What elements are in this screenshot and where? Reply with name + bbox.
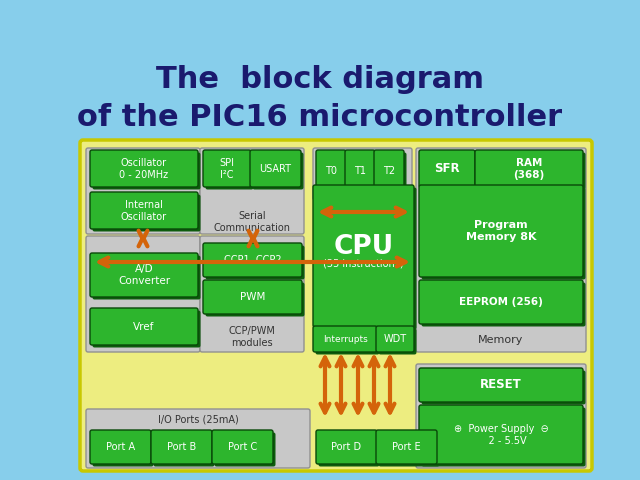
Text: Oscillator
0 - 20MHz: Oscillator 0 - 20MHz	[120, 157, 168, 180]
Text: Port B: Port B	[167, 442, 196, 452]
FancyBboxPatch shape	[151, 430, 212, 464]
FancyBboxPatch shape	[93, 194, 200, 231]
FancyBboxPatch shape	[203, 243, 302, 277]
FancyBboxPatch shape	[313, 185, 414, 327]
FancyBboxPatch shape	[316, 328, 380, 355]
Text: EEPROM (256): EEPROM (256)	[459, 297, 543, 307]
Text: T2: T2	[383, 166, 395, 176]
FancyBboxPatch shape	[205, 153, 253, 190]
Text: CCP1, CCP2: CCP1, CCP2	[224, 255, 282, 265]
FancyBboxPatch shape	[422, 371, 586, 405]
FancyBboxPatch shape	[90, 308, 198, 345]
Text: of the PIC16 microcontroller: of the PIC16 microcontroller	[77, 104, 563, 132]
Text: Interrupts: Interrupts	[323, 335, 367, 344]
FancyBboxPatch shape	[319, 432, 380, 467]
FancyBboxPatch shape	[200, 236, 304, 352]
Text: Internal
Oscillator: Internal Oscillator	[121, 200, 167, 221]
FancyBboxPatch shape	[419, 280, 583, 324]
FancyBboxPatch shape	[90, 150, 198, 187]
FancyBboxPatch shape	[345, 150, 375, 192]
FancyBboxPatch shape	[374, 150, 404, 192]
FancyBboxPatch shape	[419, 368, 583, 402]
FancyBboxPatch shape	[214, 432, 275, 467]
Text: SFR: SFR	[434, 162, 460, 175]
Text: T1: T1	[354, 166, 366, 176]
FancyBboxPatch shape	[93, 311, 200, 348]
FancyBboxPatch shape	[376, 430, 437, 464]
FancyBboxPatch shape	[93, 432, 154, 467]
FancyBboxPatch shape	[90, 253, 198, 297]
Text: RAM
(368): RAM (368)	[513, 157, 545, 180]
FancyBboxPatch shape	[419, 405, 583, 464]
FancyBboxPatch shape	[203, 280, 302, 314]
Text: WDT: WDT	[383, 334, 406, 344]
FancyBboxPatch shape	[422, 283, 586, 326]
FancyBboxPatch shape	[376, 326, 414, 352]
Text: Port E: Port E	[392, 442, 421, 452]
Text: CCP/PWM
modules: CCP/PWM modules	[228, 326, 275, 348]
Text: ⊕  Power Supply  ⊖
    2 - 5.5V: ⊕ Power Supply ⊖ 2 - 5.5V	[454, 423, 548, 445]
Text: USART: USART	[259, 164, 291, 173]
FancyBboxPatch shape	[348, 153, 378, 194]
FancyBboxPatch shape	[200, 148, 304, 234]
FancyBboxPatch shape	[422, 153, 477, 190]
Text: (35 instructions): (35 instructions)	[323, 259, 404, 269]
FancyBboxPatch shape	[313, 148, 412, 200]
FancyBboxPatch shape	[477, 153, 586, 190]
FancyBboxPatch shape	[378, 432, 440, 467]
FancyBboxPatch shape	[93, 255, 200, 300]
Text: SPI
I²C: SPI I²C	[220, 157, 234, 180]
FancyBboxPatch shape	[86, 148, 200, 234]
FancyBboxPatch shape	[86, 409, 310, 468]
FancyBboxPatch shape	[316, 188, 417, 329]
Text: The  block diagram: The block diagram	[156, 65, 484, 95]
FancyBboxPatch shape	[316, 430, 377, 464]
Text: Vref: Vref	[133, 322, 155, 332]
FancyBboxPatch shape	[203, 150, 251, 187]
Text: Memory: Memory	[478, 335, 524, 345]
FancyBboxPatch shape	[154, 432, 214, 467]
FancyBboxPatch shape	[475, 150, 583, 187]
Text: Port C: Port C	[228, 442, 257, 452]
Text: Serial
Communication: Serial Communication	[214, 211, 291, 233]
Text: Timers: Timers	[346, 184, 379, 194]
FancyBboxPatch shape	[80, 140, 592, 471]
FancyBboxPatch shape	[205, 245, 305, 279]
FancyBboxPatch shape	[205, 283, 305, 316]
FancyBboxPatch shape	[319, 153, 349, 194]
FancyBboxPatch shape	[416, 148, 586, 352]
Text: Port A: Port A	[106, 442, 135, 452]
FancyBboxPatch shape	[86, 236, 200, 352]
FancyBboxPatch shape	[416, 364, 586, 468]
FancyBboxPatch shape	[419, 185, 583, 277]
FancyBboxPatch shape	[419, 150, 475, 187]
Text: CPU: CPU	[333, 234, 394, 260]
Text: I/O Ports (25mA): I/O Ports (25mA)	[157, 415, 238, 425]
Text: RESET: RESET	[480, 379, 522, 392]
FancyBboxPatch shape	[378, 328, 417, 355]
FancyBboxPatch shape	[422, 188, 586, 279]
FancyBboxPatch shape	[93, 153, 200, 190]
Text: A/D
Converter: A/D Converter	[118, 264, 170, 286]
FancyBboxPatch shape	[90, 192, 198, 229]
FancyBboxPatch shape	[376, 153, 406, 194]
Text: Program
Memory 8K: Program Memory 8K	[466, 220, 536, 242]
FancyBboxPatch shape	[90, 430, 151, 464]
Text: Port D: Port D	[332, 442, 362, 452]
FancyBboxPatch shape	[253, 153, 303, 190]
FancyBboxPatch shape	[313, 326, 377, 352]
FancyBboxPatch shape	[422, 408, 586, 467]
FancyBboxPatch shape	[212, 430, 273, 464]
FancyBboxPatch shape	[316, 150, 346, 192]
FancyBboxPatch shape	[250, 150, 301, 187]
Text: PWM: PWM	[240, 292, 265, 302]
Text: T0: T0	[325, 166, 337, 176]
